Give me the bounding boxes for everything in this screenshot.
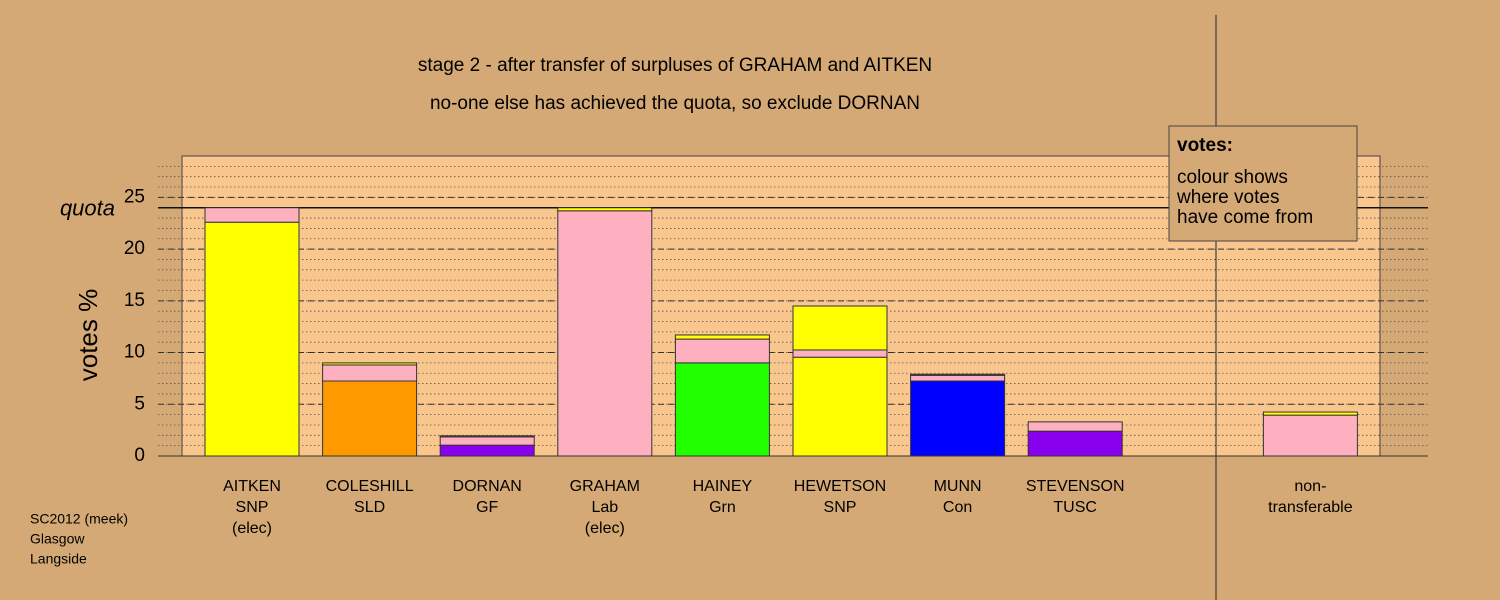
bar-segment (439, 435, 535, 438)
y-tick-label: 15 (124, 290, 145, 311)
footnote: SC2012 (meek) (30, 511, 128, 527)
x-tick-label: TUSC (1053, 499, 1097, 516)
x-tick-label: transferable (1268, 499, 1353, 516)
x-tick-label: Con (943, 499, 972, 516)
chart-subtitle: no-one else has achieved the quota, so e… (430, 93, 920, 114)
bar-segment (674, 362, 770, 457)
chart-title: stage 2 - after transfer of surpluses of… (418, 55, 932, 76)
legend-title: votes: (1177, 135, 1233, 156)
y-tick-label: 25 (124, 186, 145, 207)
x-tick-label: HEWETSON (794, 478, 886, 495)
bar-segment (439, 436, 535, 446)
y-tick-label: 0 (134, 445, 145, 466)
bar-segment (322, 362, 418, 366)
bar-segment (792, 356, 888, 457)
y-tick-label: 10 (124, 342, 145, 363)
x-tick-label: GRAHAM (570, 478, 640, 495)
x-tick-label: COLESHILL (326, 478, 414, 495)
bar-segment (322, 380, 418, 457)
legend-frame (1168, 125, 1358, 242)
bar-segment (204, 221, 300, 457)
bar-segment (439, 444, 535, 457)
bar-segment (910, 373, 1006, 376)
x-tick-label: Grn (709, 499, 736, 516)
x-tick-label: Lab (591, 499, 618, 516)
x-tick-label: AITKEN (223, 478, 281, 495)
legend-line: where votes (1176, 187, 1279, 208)
bar-segment (792, 349, 888, 358)
bar-segment (557, 210, 653, 457)
x-tick-label: SNP (824, 499, 857, 516)
bar-segment (1262, 414, 1358, 457)
footnote: Langside (30, 551, 87, 567)
x-tick-label: SNP (236, 499, 269, 516)
legend-line: have come from (1177, 207, 1313, 228)
y-axis-label: votes % (73, 289, 103, 382)
x-tick-label: MUNN (934, 478, 982, 495)
bar-segment (1027, 421, 1123, 432)
x-tick-label: non- (1294, 478, 1326, 495)
x-tick-label: STEVENSON (1026, 478, 1125, 495)
bar-segment (674, 334, 770, 340)
x-tick-label: GF (476, 499, 498, 516)
bar-segment (1262, 411, 1358, 416)
bar-segment (204, 207, 300, 223)
legend-box: votes: colour shows where votes have com… (1168, 125, 1358, 242)
x-tick-label: (elec) (585, 520, 625, 537)
x-tick-label: DORNAN (453, 478, 522, 495)
bar-segment (674, 338, 770, 364)
footnote: Glasgow (30, 531, 85, 547)
y-tick-label: 20 (124, 238, 145, 259)
bar-segment (792, 305, 888, 351)
legend-line: colour shows (1177, 167, 1288, 188)
x-tick-label: HAINEY (693, 478, 753, 495)
bar-segment (910, 380, 1006, 457)
bar-segment (322, 364, 418, 382)
quota-label: quota (60, 196, 115, 221)
y-tick-label: 5 (134, 393, 145, 414)
bars: AITKEN SNP (elec) COLESHILL SLD DORNAN GF GRAHA… (204, 207, 1358, 537)
bar-segment (910, 374, 1006, 382)
bar-segment (1027, 430, 1123, 457)
x-tick-label: (elec) (232, 520, 272, 537)
bar-segment (557, 207, 653, 212)
x-tick-label: SLD (354, 499, 385, 516)
